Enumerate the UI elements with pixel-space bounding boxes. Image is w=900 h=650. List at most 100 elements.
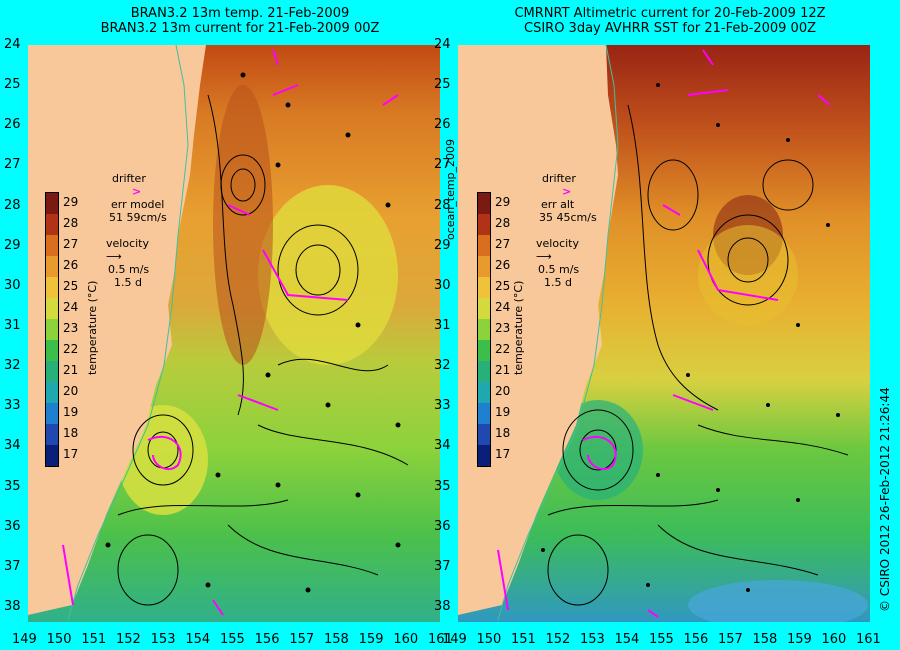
credit-label: © CSIRO 2012 26-Feb-2012 21:26:44 [878,387,892,612]
right-title-line1: CMRNRT Altimetric current for 20-Feb-200… [514,6,826,21]
right-streamlines [547,104,849,606]
colorbar-tick-label: 23 [495,320,511,335]
latitude-tick-label: 34 [434,438,451,454]
left-err-label: err model [111,198,165,211]
latitude-tick-label: 27 [4,157,21,173]
left-colorbar-label: temperature (°C) [86,280,99,375]
colorbar-tick-label: 24 [495,299,511,314]
right-map[interactable] [458,45,870,622]
latitude-tick-label: 28 [434,197,451,213]
right-title-line2: CSIRO 3day AVHRR SST for 21-Feb-2009 00Z [524,21,816,36]
left-title-line2: BRAN3.2 13m current for 21-Feb-2009 00Z [100,21,380,36]
right-err-label: err alt [541,198,575,211]
left-velocity-label: velocity [106,237,149,250]
colorbar-tick-label: 18 [495,425,511,440]
left-legend: drifter > err model 51 59cm/s velocity ⟶… [106,172,167,289]
longitude-tick-label: 156 [683,632,709,647]
left-title: BRAN3.2 13m temp. 21-Feb-2009 BRAN3.2 13… [40,6,440,36]
colorbar-tick-label: 21 [63,362,79,377]
longitude-tick-label: 160 [821,632,847,647]
colorbar-swatch [46,424,58,445]
colorbar-tick-label: 22 [495,341,511,356]
longitude-tick-label: 151 [511,632,536,647]
colorbar-swatch [478,319,490,340]
longitude-tick-label: 154 [614,632,640,647]
colorbar-swatch [46,214,58,235]
latitude-tick-label: 31 [434,318,451,333]
left-drifter-icon: > [132,185,142,198]
colorbar-tick-label: 29 [63,194,79,209]
colorbar-tick-label: 20 [63,383,79,398]
left-drifter-label: drifter [112,172,146,185]
colorbar-tick-label: 26 [495,257,511,272]
latitude-tick-label: 31 [4,318,21,333]
colorbar-tick-label: 21 [495,362,511,377]
colorbar-swatch [478,193,490,214]
latitude-tick-label: 37 [4,558,21,574]
longitude-tick-label: 149 [442,632,467,647]
right-coastline [497,45,619,621]
latitude-tick-label: 38 [434,599,451,614]
latitude-tick-label: 34 [4,438,21,454]
colorbar-swatch [46,298,58,319]
longitude-tick-label: 151 [81,632,107,647]
longitude-tick-label: 155 [649,632,674,647]
colorbar-swatch [46,193,58,214]
colorbar-tick-label: 17 [63,446,79,461]
latitude-tick-label: 25 [434,77,451,93]
right-arrows [541,83,840,592]
colorbar-tick-label: 27 [495,236,511,251]
colorbar-tick-label: 20 [495,383,511,398]
right-drifter-label: drifter [542,172,576,185]
left-err-value: 51 59cm/s [109,211,167,224]
right-velocity-scale: 0.5 m/s [538,263,580,276]
colorbar-swatch [478,340,490,361]
latitude-tick-label: 28 [4,197,21,213]
left-velocity-time: 1.5 d [114,276,142,289]
left-map[interactable] [28,45,440,622]
colorbar-tick-label: 25 [495,278,511,293]
colorbar-swatch [46,361,58,382]
latitude-tick-label: 33 [4,398,21,414]
right-land [458,45,618,615]
longitude-tick-label: 161 [856,632,881,647]
longitude-tick-label: 159 [358,632,384,647]
longitude-tick-label: 160 [393,632,419,647]
latitude-tick-label: 30 [434,277,451,293]
latitude-tick-label: 27 [434,157,451,173]
latitude-tick-label: 33 [434,398,451,414]
colorbar-swatch [46,277,58,298]
colorbar-swatch [478,214,490,235]
right-velocity-label: velocity [536,237,579,250]
latitude-tick-label: 29 [4,237,21,253]
colorbar-swatch [478,382,490,403]
right-velocity-time: 1.5 d [544,276,572,289]
right-err-value: 35 45cm/s [539,211,597,224]
latitude-tick-label: 26 [434,117,451,133]
left-title-line1: BRAN3.2 13m temp. 21-Feb-2009 [130,6,350,21]
latitude-tick-label: 32 [434,358,451,374]
colorbar-tick-label: 27 [63,236,79,251]
colorbar-swatch [46,235,58,256]
colorbar-swatch [478,277,490,298]
colorbar-swatch [478,403,490,424]
latitude-tick-label: 30 [4,277,21,293]
latitude-tick-label: 35 [434,478,451,494]
colorbar-swatch [478,424,490,445]
longitude-tick-label: 149 [12,632,37,647]
left-streamlines [117,94,409,606]
longitude-tick-label: 161 [428,632,453,647]
colorbar-swatch [478,445,490,466]
colorbar-tick-label: 22 [63,341,79,356]
right-title: CMRNRT Altimetric current for 20-Feb-200… [460,6,880,36]
left-velocity-arrow: ⟶ [106,250,122,263]
colorbar-tick-label: 23 [63,320,79,335]
latitude-tick-label: 24 [434,37,451,52]
left-colorbar [45,192,59,467]
longitude-tick-label: 157 [289,632,315,647]
colorbar-tick-label: 26 [63,257,79,272]
latitude-tick-label: 26 [4,117,21,133]
colorbar-tick-label: 19 [63,404,79,419]
colorbar-swatch [46,319,58,340]
latitude-tick-label: 36 [4,518,21,534]
